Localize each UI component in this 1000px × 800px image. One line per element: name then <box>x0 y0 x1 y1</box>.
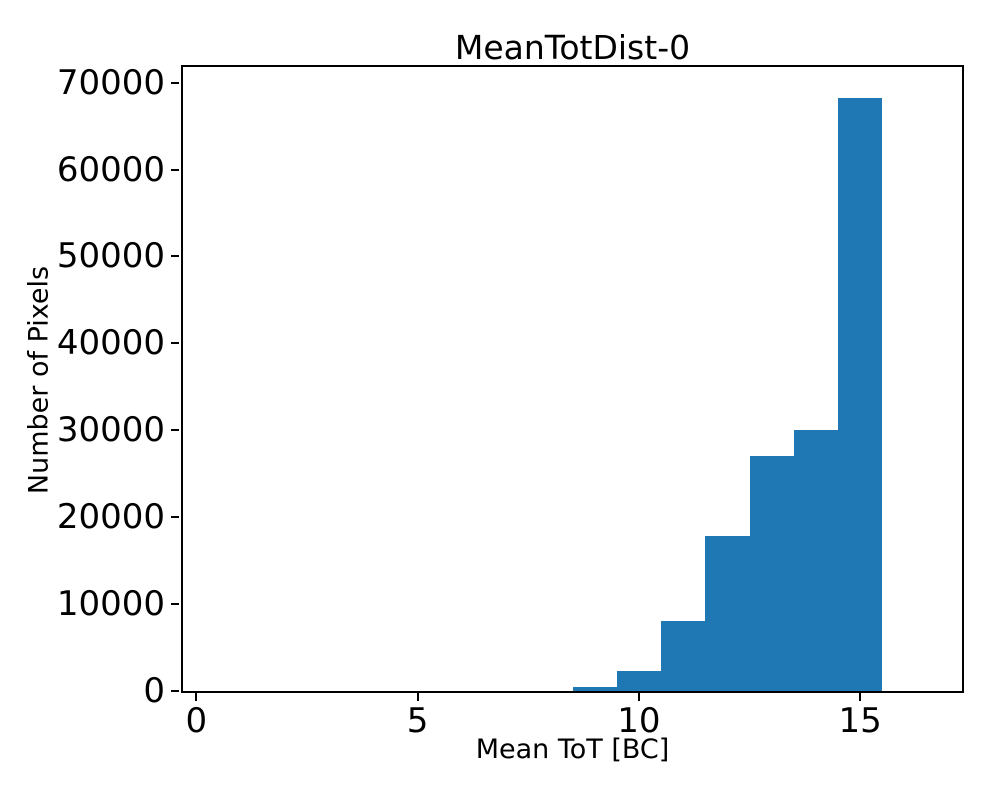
x-tick-mark <box>859 693 862 701</box>
y-tick-mark <box>171 429 179 432</box>
y-tick-label: 0 <box>143 671 165 711</box>
histogram-bar <box>838 98 883 691</box>
histogram-bar <box>749 456 794 691</box>
y-tick-mark <box>171 690 179 692</box>
histogram-bar <box>661 621 706 691</box>
y-tick-mark <box>171 255 179 258</box>
x-axis-label: Mean ToT [BC] <box>475 734 670 765</box>
y-tick-mark <box>171 603 179 606</box>
x-tick-mark <box>637 693 640 701</box>
y-tick-mark <box>171 81 179 84</box>
x-tick-label: 5 <box>406 701 429 741</box>
y-tick-mark <box>171 168 179 171</box>
y-tick-label: 40000 <box>56 323 165 364</box>
x-tick-label: 10 <box>617 701 661 741</box>
x-tick-mark <box>195 693 198 701</box>
y-tick-label: 60000 <box>56 149 165 190</box>
y-tick-label: 70000 <box>56 62 165 103</box>
x-tick-label: 15 <box>838 701 882 741</box>
y-axis-label: Number of Pixels <box>23 265 55 495</box>
x-tick-label: 0 <box>185 701 208 741</box>
y-tick-label: 30000 <box>56 410 165 451</box>
histogram-bar <box>572 687 617 691</box>
y-tick-label: 20000 <box>56 497 165 538</box>
y-tick-label: 10000 <box>56 584 165 625</box>
plot-area: 0 5 10 15 0 10000 20000 30000 40000 50000 60000 700… <box>57 65 964 741</box>
histogram-bar <box>616 671 661 691</box>
histogram-bar <box>705 536 750 691</box>
chart-title: MeanTotDist-0 <box>454 28 691 67</box>
y-tick-mark <box>171 516 179 519</box>
y-tick-mark <box>171 342 179 345</box>
x-tick-mark <box>416 693 419 701</box>
y-tick-label: 50000 <box>56 236 165 277</box>
histogram-bar <box>793 430 839 691</box>
